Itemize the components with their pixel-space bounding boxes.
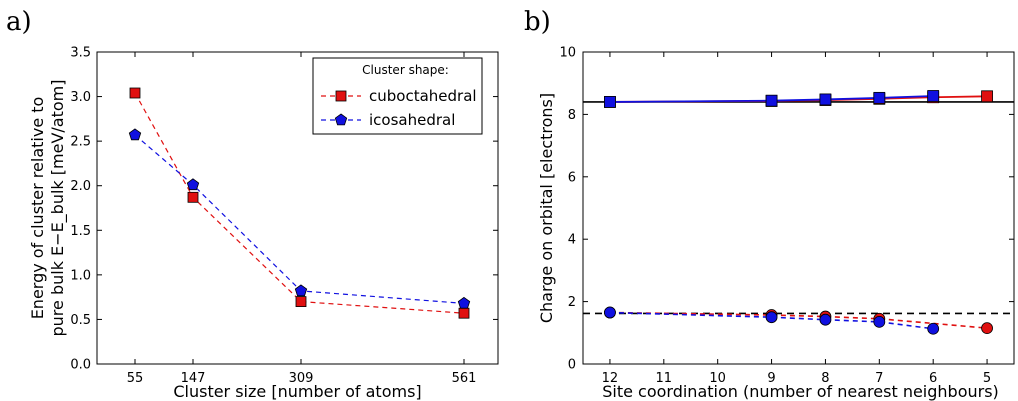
y-tick-label: 1.0: [70, 268, 91, 283]
y-tick-label: 0.5: [70, 313, 91, 328]
legend-title: Cluster shape:: [362, 63, 449, 77]
y-tick-label: 2.0: [70, 179, 91, 194]
y-tick-label: 2: [568, 295, 576, 310]
x-tick-label: 9: [767, 371, 775, 386]
series-line-icosahedral: [134, 134, 465, 304]
data-point-series-1: [765, 94, 778, 107]
y-axis-label: Energy of cluster relative to: [28, 97, 47, 320]
data-point-series-0: [981, 90, 993, 103]
y-tick-label: 8: [568, 108, 576, 123]
data-point-icosahedral: [128, 128, 142, 141]
x-tick-label: 309: [289, 371, 314, 386]
data-point-cuboctahedral: [187, 191, 199, 203]
data-point-icosahedral: [457, 296, 471, 309]
y-tick-label: 3.0: [70, 90, 91, 105]
data-point-series-1: [873, 91, 886, 104]
data-point-series-3: [873, 315, 886, 328]
x-tick-label: 11: [656, 371, 673, 386]
data-point-series-3: [765, 311, 778, 324]
y-tick-label: 2.5: [70, 135, 91, 150]
data-point-series-3: [927, 322, 940, 335]
y-tick-label: 3.5: [70, 46, 91, 61]
x-tick-label: 5: [983, 371, 991, 386]
data-point-cuboctahedral: [295, 296, 307, 308]
panel-a-chart: a) 0.0 0.5 1.0 1.5 2.0 2.5 3.0 3.5 55 147 309 561 Cl…: [6, 7, 499, 401]
x-tick-label: 7: [875, 371, 883, 386]
legend-marker-cuboctahedral: [335, 90, 347, 102]
data-point-icosahedral: [294, 284, 308, 297]
plot-area: [96, 51, 499, 365]
x-axis-label: Cluster size [number of atoms]: [173, 382, 421, 401]
y-tick-label: 0.0: [70, 358, 91, 373]
x-tick-label: 10: [709, 371, 726, 386]
x-tick-label: 147: [181, 371, 206, 386]
legend-marker-icosahedral: [334, 113, 348, 126]
x-tick-label: 561: [452, 371, 477, 386]
y-axis-label-line2: pure bulk E−E_bulk [meV/atom]: [48, 80, 68, 337]
x-tick-label: 6: [929, 371, 937, 386]
legend-label-cuboctahedral: cuboctahedral: [369, 87, 477, 105]
panel-a-label: a): [6, 7, 32, 37]
x-axis-label: Site coordination (number of nearest nei…: [602, 382, 999, 401]
data-point-icosahedral: [186, 178, 200, 191]
legend-label-icosahedral: icosahedral: [369, 111, 455, 129]
plot-area: [582, 51, 1015, 365]
x-tick-label: 8: [821, 371, 829, 386]
y-tick-label: 4: [568, 233, 576, 248]
data-point-series-1: [927, 90, 940, 102]
y-tick-label: 10: [559, 46, 576, 61]
series-line-cuboctahedral: [134, 92, 465, 314]
data-point-series-3: [819, 313, 832, 326]
data-point-series-2: [981, 322, 993, 335]
y-axis-label: Charge on orbital [electrons]: [537, 93, 556, 323]
panel-b-label: b): [524, 7, 551, 37]
data-point-series-3: [604, 306, 616, 319]
data-point-series-1: [819, 93, 832, 106]
x-tick-label: 12: [602, 371, 619, 386]
y-tick-label: 0: [568, 358, 576, 373]
y-tick-label: 1.5: [70, 224, 91, 239]
data-point-cuboctahedral: [129, 87, 141, 99]
x-tick-label: 55: [127, 371, 144, 386]
data-point-cuboctahedral: [458, 307, 470, 319]
data-point-series-1: [604, 96, 616, 108]
y-tick-label: 6: [568, 170, 576, 185]
